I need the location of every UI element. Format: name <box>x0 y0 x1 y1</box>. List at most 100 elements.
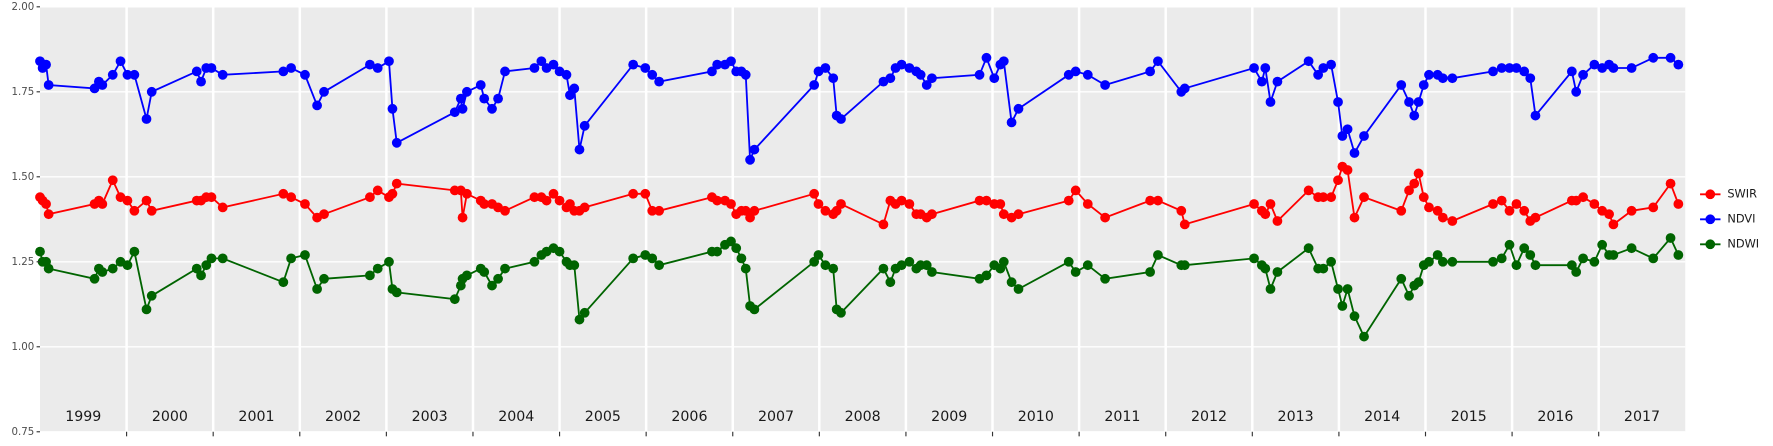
point <box>1249 199 1259 209</box>
point <box>1013 209 1024 220</box>
point <box>998 256 1009 267</box>
point <box>1409 110 1420 121</box>
point <box>1488 199 1498 209</box>
point <box>1013 103 1024 114</box>
point <box>561 69 572 80</box>
point <box>1496 195 1507 206</box>
point <box>731 243 742 254</box>
point <box>1432 250 1443 260</box>
point <box>1519 66 1530 77</box>
point <box>1504 239 1515 250</box>
point <box>129 246 140 257</box>
point <box>141 304 152 315</box>
point <box>206 192 217 203</box>
point <box>1413 97 1424 107</box>
y-tick-label: 0.75 <box>12 427 35 438</box>
point <box>579 202 590 213</box>
x-tick-label: 2014 <box>1364 409 1400 425</box>
point <box>1447 216 1458 226</box>
point <box>97 199 108 209</box>
point <box>1424 256 1434 267</box>
point <box>1082 199 1093 209</box>
point <box>1511 63 1522 73</box>
point <box>574 314 585 325</box>
point <box>97 267 108 277</box>
point <box>1566 66 1577 77</box>
point <box>1063 195 1074 206</box>
point <box>654 76 665 87</box>
point <box>449 107 460 118</box>
point <box>300 199 310 209</box>
point <box>995 199 1006 209</box>
point <box>1488 256 1498 267</box>
x-tick-label: 2003 <box>412 409 448 425</box>
point <box>1265 97 1276 107</box>
point <box>836 114 846 124</box>
point <box>640 188 651 199</box>
point <box>372 63 383 73</box>
point <box>1530 212 1541 223</box>
point <box>1608 219 1619 230</box>
point <box>628 253 639 264</box>
point <box>107 175 118 186</box>
point <box>1626 63 1637 73</box>
point <box>1349 212 1360 223</box>
point <box>1318 263 1329 274</box>
point <box>1404 185 1414 196</box>
point <box>462 188 472 199</box>
point <box>1303 185 1314 196</box>
point <box>1249 253 1259 264</box>
point <box>1413 168 1424 179</box>
point <box>449 294 460 305</box>
point <box>1519 243 1530 254</box>
point <box>1337 131 1348 141</box>
x-tick-label: 2007 <box>758 409 794 425</box>
point <box>554 246 565 257</box>
point <box>529 256 540 267</box>
point <box>1260 63 1271 73</box>
point <box>1082 69 1093 80</box>
point <box>1511 260 1522 271</box>
x-tick-label: 2010 <box>1018 409 1054 425</box>
point <box>904 199 915 209</box>
point <box>915 69 926 80</box>
point <box>479 93 490 104</box>
point <box>278 66 289 77</box>
point <box>129 205 140 216</box>
point <box>1589 199 1600 209</box>
point <box>1571 267 1582 277</box>
x-tick-label: 2017 <box>1624 409 1660 425</box>
point <box>1396 273 1407 284</box>
marks <box>35 52 1684 342</box>
point <box>391 178 402 189</box>
point <box>885 73 896 84</box>
point <box>146 290 157 301</box>
point <box>43 209 54 220</box>
point <box>1070 267 1081 277</box>
point <box>493 273 503 284</box>
point <box>1530 110 1541 121</box>
point <box>365 270 375 281</box>
point <box>712 195 723 206</box>
point <box>1525 250 1536 260</box>
point <box>1488 66 1498 77</box>
point <box>1100 80 1110 90</box>
point <box>129 69 140 80</box>
point <box>43 263 54 274</box>
point <box>1511 199 1522 209</box>
point <box>1359 192 1369 203</box>
point <box>122 260 133 271</box>
point <box>1013 284 1024 294</box>
point <box>1337 301 1348 311</box>
point <box>1153 56 1163 67</box>
point <box>1437 256 1448 267</box>
point <box>1597 239 1608 250</box>
point <box>43 80 54 90</box>
point <box>1665 233 1676 243</box>
point <box>927 209 937 220</box>
point <box>707 66 717 77</box>
point <box>536 56 547 67</box>
point <box>300 250 310 260</box>
point <box>286 63 297 73</box>
point <box>278 188 289 199</box>
